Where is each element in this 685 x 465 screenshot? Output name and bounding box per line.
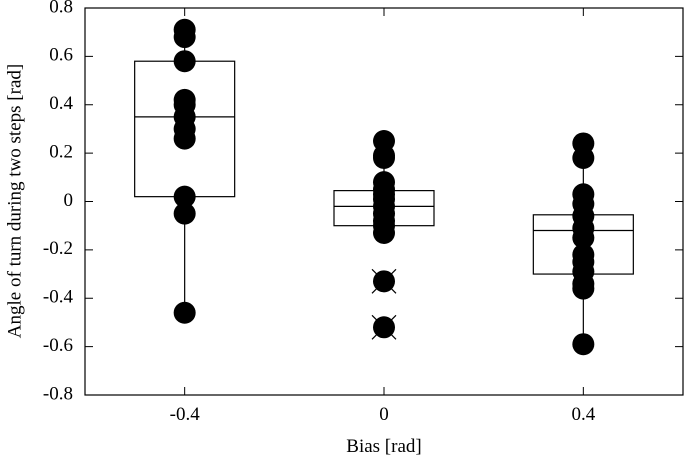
data-point (173, 185, 196, 208)
y-tick-label: 0.4 (49, 93, 73, 114)
outlier-cross (371, 314, 397, 340)
data-point (572, 146, 595, 169)
data-point (173, 301, 196, 324)
y-tick-label: -0.6 (43, 335, 73, 356)
x-axis-label: Bias [rad] (346, 436, 421, 457)
y-tick-label: 0.6 (49, 45, 73, 66)
y-tick-label: -0.4 (43, 287, 74, 308)
data-point (373, 221, 395, 244)
data-point (173, 202, 196, 225)
y-tick-label: -0.8 (43, 383, 73, 404)
y-tick-label: 0.2 (49, 141, 73, 162)
x-tick-label: -0.4 (170, 404, 201, 425)
data-point (572, 333, 595, 356)
data-point (173, 50, 196, 73)
x-tick-label: 0 (379, 404, 389, 425)
y-tick-label: 0.8 (49, 0, 73, 17)
data-point (572, 277, 595, 300)
y-tick-label: 0 (64, 190, 74, 211)
data-point (373, 146, 395, 169)
data-point (173, 26, 196, 49)
data-point (173, 127, 196, 150)
y-axis-label: Angle of turn during two steps [rad] (4, 64, 25, 338)
data-point (572, 226, 595, 249)
y-tick-label: -0.2 (43, 238, 73, 259)
outlier-cross (371, 268, 397, 294)
x-tick-label: 0.4 (571, 404, 595, 425)
